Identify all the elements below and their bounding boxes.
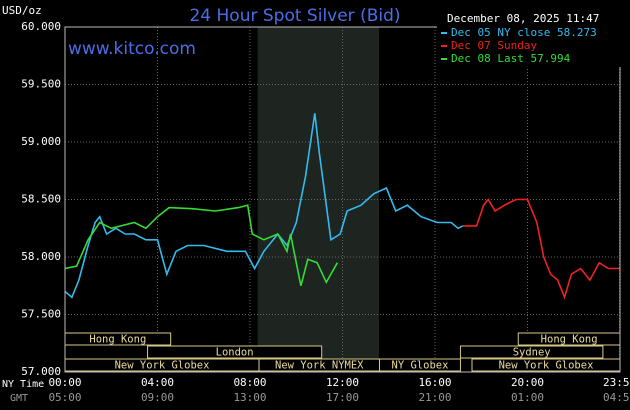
x-tick-label: 12:00 (326, 376, 359, 389)
session-label: Hong Kong (541, 334, 598, 346)
y-tick-label: 59.500 (21, 78, 61, 91)
session-box (147, 345, 323, 359)
x-secondary-label: 05:00 (48, 391, 81, 404)
session-label: New York Globex (115, 360, 210, 372)
x-secondary-label: 04:59 (603, 391, 630, 404)
x-secondary-label: 09:00 (141, 391, 174, 404)
series-line (64, 204, 339, 287)
x-secondary-label: 01:00 (511, 391, 544, 404)
session-label: New York Globex (499, 360, 594, 372)
x-tick-label: 23:59 (603, 376, 630, 389)
x-secondary-label: 17:00 (326, 391, 359, 404)
session-label: Hong Kong (89, 334, 146, 346)
legend-box (437, 10, 627, 67)
session-label: Sydney (513, 347, 551, 359)
session-box (459, 345, 604, 359)
series-line (64, 113, 464, 299)
x-tick-label: 00:00 (48, 376, 81, 389)
y-tick-label: 58.500 (21, 193, 61, 206)
x-row-label: NY Time (2, 379, 44, 390)
timestamp: December 08, 2025 11:47 (447, 12, 599, 25)
legend-label: Dec 05 NY close 58.273 (451, 26, 597, 39)
y-tick-label: 57.000 (21, 365, 61, 378)
y-tick-label: 59.000 (21, 135, 61, 148)
y-tick-label: 57.500 (21, 308, 61, 321)
x-tick-label: 04:00 (141, 376, 174, 389)
unit-label: USD/oz (2, 4, 42, 17)
y-tick-label: 60.000 (21, 20, 61, 33)
plot-frame (64, 26, 621, 373)
shade (257, 27, 380, 372)
x-tick-label: 20:00 (511, 376, 544, 389)
chart-title: 24 Hour Spot Silver (Bid) (189, 6, 400, 26)
session-label: NY Globex (392, 360, 449, 372)
legend-label: Dec 07 Sunday (451, 39, 537, 52)
session-label: London (216, 347, 254, 359)
y-tick-label: 58.000 (21, 250, 61, 263)
x-row-label: GMT (10, 393, 28, 404)
session-box (379, 358, 461, 372)
x-tick-label: 16:00 (418, 376, 451, 389)
watermark: www.kitco.com (68, 39, 196, 59)
legend-label: Dec 08 Last 57.994 (451, 52, 571, 65)
series-line (462, 198, 620, 300)
x-tick-label: 08:00 (233, 376, 266, 389)
x-secondary-label: 21:00 (418, 391, 451, 404)
x-secondary-label: 13:00 (233, 391, 266, 404)
session-label: New York NYMEX (275, 360, 364, 372)
